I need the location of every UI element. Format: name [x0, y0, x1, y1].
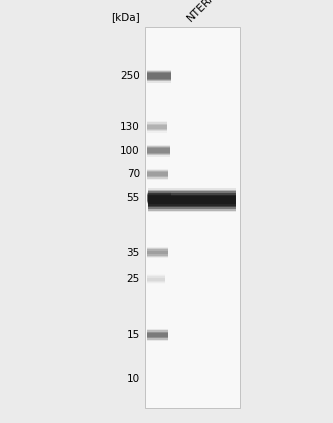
- Bar: [147, 278, 165, 281]
- Text: 35: 35: [127, 247, 140, 258]
- Text: 250: 250: [120, 71, 140, 81]
- Bar: [147, 171, 168, 178]
- Bar: [148, 196, 236, 204]
- Text: NTERA-2: NTERA-2: [185, 0, 226, 23]
- Bar: [147, 173, 168, 176]
- Bar: [147, 274, 165, 284]
- Bar: [147, 333, 168, 337]
- Text: 70: 70: [127, 169, 140, 179]
- Bar: [147, 330, 168, 340]
- Bar: [148, 193, 236, 207]
- Bar: [148, 195, 236, 206]
- Bar: [147, 74, 171, 79]
- Bar: [147, 277, 165, 282]
- Bar: [148, 196, 236, 204]
- Bar: [147, 247, 168, 258]
- Bar: [147, 72, 171, 80]
- Text: 10: 10: [127, 374, 140, 384]
- Text: 55: 55: [127, 193, 140, 203]
- Bar: [147, 332, 168, 338]
- Bar: [147, 124, 166, 130]
- Bar: [147, 146, 170, 155]
- Bar: [147, 148, 170, 153]
- Text: 25: 25: [127, 274, 140, 284]
- Bar: [145, 27, 240, 408]
- Bar: [147, 329, 168, 341]
- Bar: [148, 191, 236, 209]
- Bar: [147, 248, 168, 257]
- Bar: [147, 147, 170, 154]
- Bar: [148, 190, 236, 211]
- Bar: [147, 194, 171, 202]
- Bar: [147, 145, 170, 157]
- Text: 15: 15: [127, 330, 140, 340]
- Bar: [147, 70, 171, 83]
- Bar: [147, 250, 168, 255]
- Text: 130: 130: [120, 122, 140, 132]
- Bar: [147, 168, 168, 180]
- Bar: [147, 123, 166, 131]
- Text: [kDa]: [kDa]: [111, 12, 140, 22]
- Bar: [147, 250, 168, 254]
- Text: 100: 100: [120, 146, 140, 156]
- Bar: [147, 121, 166, 133]
- Bar: [148, 188, 236, 212]
- Bar: [147, 193, 171, 203]
- Bar: [147, 192, 171, 204]
- Bar: [147, 125, 166, 129]
- Bar: [147, 71, 171, 81]
- Bar: [147, 195, 171, 201]
- Bar: [147, 170, 168, 179]
- Bar: [147, 275, 165, 283]
